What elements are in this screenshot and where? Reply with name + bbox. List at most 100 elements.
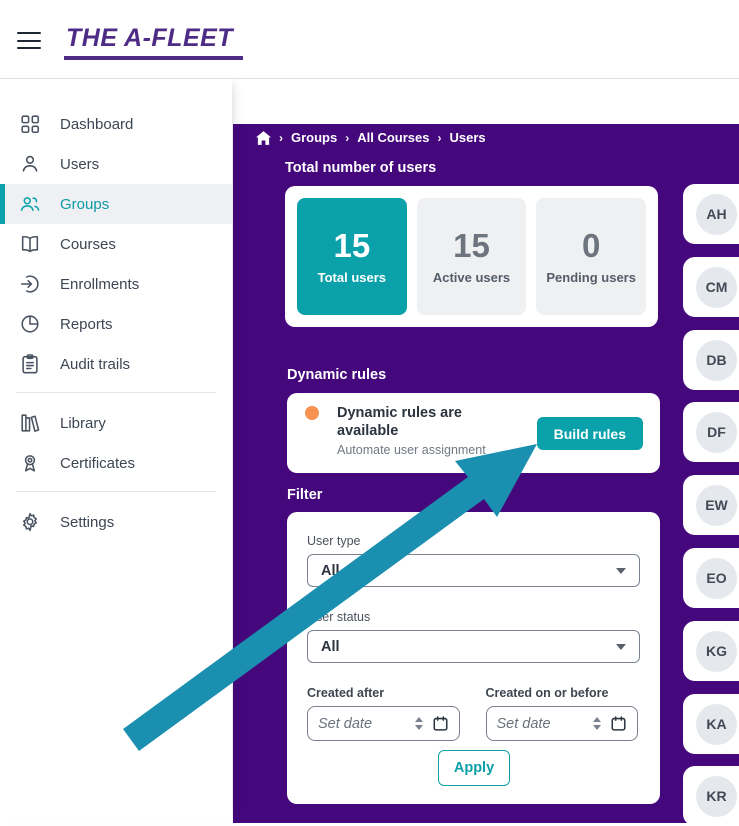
sidebar-item-dashboard[interactable]: Dashboard [0,104,232,144]
stat-total-users[interactable]: 15 Total users [297,198,407,315]
user-card[interactable]: DB [683,330,739,390]
avatar: KG [696,630,737,672]
sidebar-item-label: Certificates [60,454,136,472]
user-type-select[interactable]: All [307,554,640,587]
avatar: DF [696,411,737,453]
groups-icon [19,193,41,215]
user-card[interactable]: EW [683,475,739,535]
build-rules-button[interactable]: Build rules [536,417,643,450]
breadcrumb-all-courses[interactable]: All Courses [357,130,430,145]
user-card[interactable]: KG [683,621,739,681]
main-content-panel: › Groups › All Courses › Users Total num… [233,124,739,826]
breadcrumb-groups[interactable]: Groups [291,130,338,145]
stat-active-users[interactable]: 15 Active users [416,198,527,315]
sidebar-item-settings[interactable]: Settings [0,502,232,542]
app-header: THE A-FLEET [0,0,739,79]
sidebar-item-label: Courses [60,235,116,253]
filter-section-title: Filter [287,487,323,503]
avatar: EO [696,557,737,599]
stat-value: 0 [582,226,601,264]
breadcrumb-separator: › [279,130,283,145]
stat-value: 15 [333,226,371,264]
stat-pending-users[interactable]: 0 Pending users [536,198,647,315]
stat-label: Total users [317,269,387,285]
dynamic-rules-status-title: Dynamic rules are available [337,405,462,440]
sidebar-item-reports[interactable]: Reports [0,304,232,344]
filter-card: User type All User status All Created af… [287,512,660,804]
created-after-label: Created after [307,686,385,700]
user-card[interactable]: CM [683,257,739,317]
user-card[interactable]: KA [683,694,739,754]
user-icon [19,153,41,175]
user-status-label: User status [307,610,371,624]
user-card[interactable]: AH [683,184,739,244]
sidebar-item-groups[interactable]: Groups [0,184,232,224]
created-before-input[interactable]: Set date [485,706,638,741]
home-icon[interactable] [256,130,271,145]
dynamic-rules-status-subtitle: Automate user assignment [337,443,486,458]
sidebar-item-library[interactable]: Library [0,403,232,443]
status-dot-icon [305,406,319,420]
sidebar-item-label: Users [60,155,100,173]
chevron-down-icon [616,643,626,650]
sidebar-item-label: Audit trails [60,355,131,373]
stat-label: Active users [432,269,511,285]
stats-section-title: Total number of users [285,160,437,176]
avatar: EW [696,484,737,526]
calendar-icon[interactable] [610,715,627,732]
dashboard-icon [19,113,41,135]
avatar: CM [696,266,737,308]
dynamic-rules-section-title: Dynamic rules [287,367,387,383]
gear-icon [19,511,41,533]
apply-button[interactable]: Apply [438,750,510,786]
sidebar-divider [16,491,216,492]
sidebar: Dashboard Users Groups Courses Enrollmen… [0,79,232,823]
breadcrumb-separator: › [437,130,442,145]
calendar-icon[interactable] [432,715,449,732]
sidebar-item-label: Library [60,414,106,432]
sidebar-item-label: Groups [60,195,110,213]
sidebar-item-users[interactable]: Users [0,144,232,184]
library-icon [19,412,41,434]
sidebar-item-label: Enrollments [60,275,140,293]
date-stepper[interactable] [414,717,423,730]
user-card[interactable]: KR [683,766,739,826]
user-status-value: All [321,638,340,655]
chevron-down-icon [616,567,626,574]
breadcrumb: › Groups › All Courses › Users [256,130,486,145]
book-icon [19,233,41,255]
breadcrumb-users[interactable]: Users [449,130,486,145]
avatar: DB [696,339,737,381]
user-card[interactable]: DF [683,402,739,462]
sidebar-item-audit-trails[interactable]: Audit trails [0,344,232,384]
user-type-value: All [321,562,340,579]
avatar: AH [696,193,737,235]
created-after-input[interactable]: Set date [307,706,460,741]
date-placeholder: Set date [496,715,551,732]
breadcrumb-separator: › [345,130,350,145]
avatar: KA [696,703,737,745]
clipboard-icon [19,353,41,375]
stat-label: Pending users [546,269,636,285]
sidebar-divider [16,392,216,393]
user-type-label: User type [307,534,361,548]
stats-card: 15 Total users 15 Active users 0 Pending… [285,186,658,327]
user-card[interactable]: EO [683,548,739,608]
date-stepper[interactable] [593,717,601,730]
certificate-icon [19,452,41,474]
sidebar-item-courses[interactable]: Courses [0,224,232,264]
date-placeholder: Set date [318,715,373,732]
app-logo: THE A-FLEET [64,24,244,60]
menu-toggle-icon[interactable] [17,32,41,49]
stat-value: 15 [453,226,490,264]
user-status-select[interactable]: All [307,630,640,663]
sidebar-item-label: Reports [60,315,113,333]
enroll-arrow-icon [19,273,41,295]
sidebar-item-certificates[interactable]: Certificates [0,443,232,483]
sidebar-item-enrollments[interactable]: Enrollments [0,264,232,304]
dynamic-rules-card: Dynamic rules are available Automate use… [287,393,660,473]
avatar: KR [696,775,737,817]
pie-chart-icon [19,313,41,335]
sidebar-item-label: Settings [60,513,115,531]
created-before-label: Created on or before [485,686,609,700]
